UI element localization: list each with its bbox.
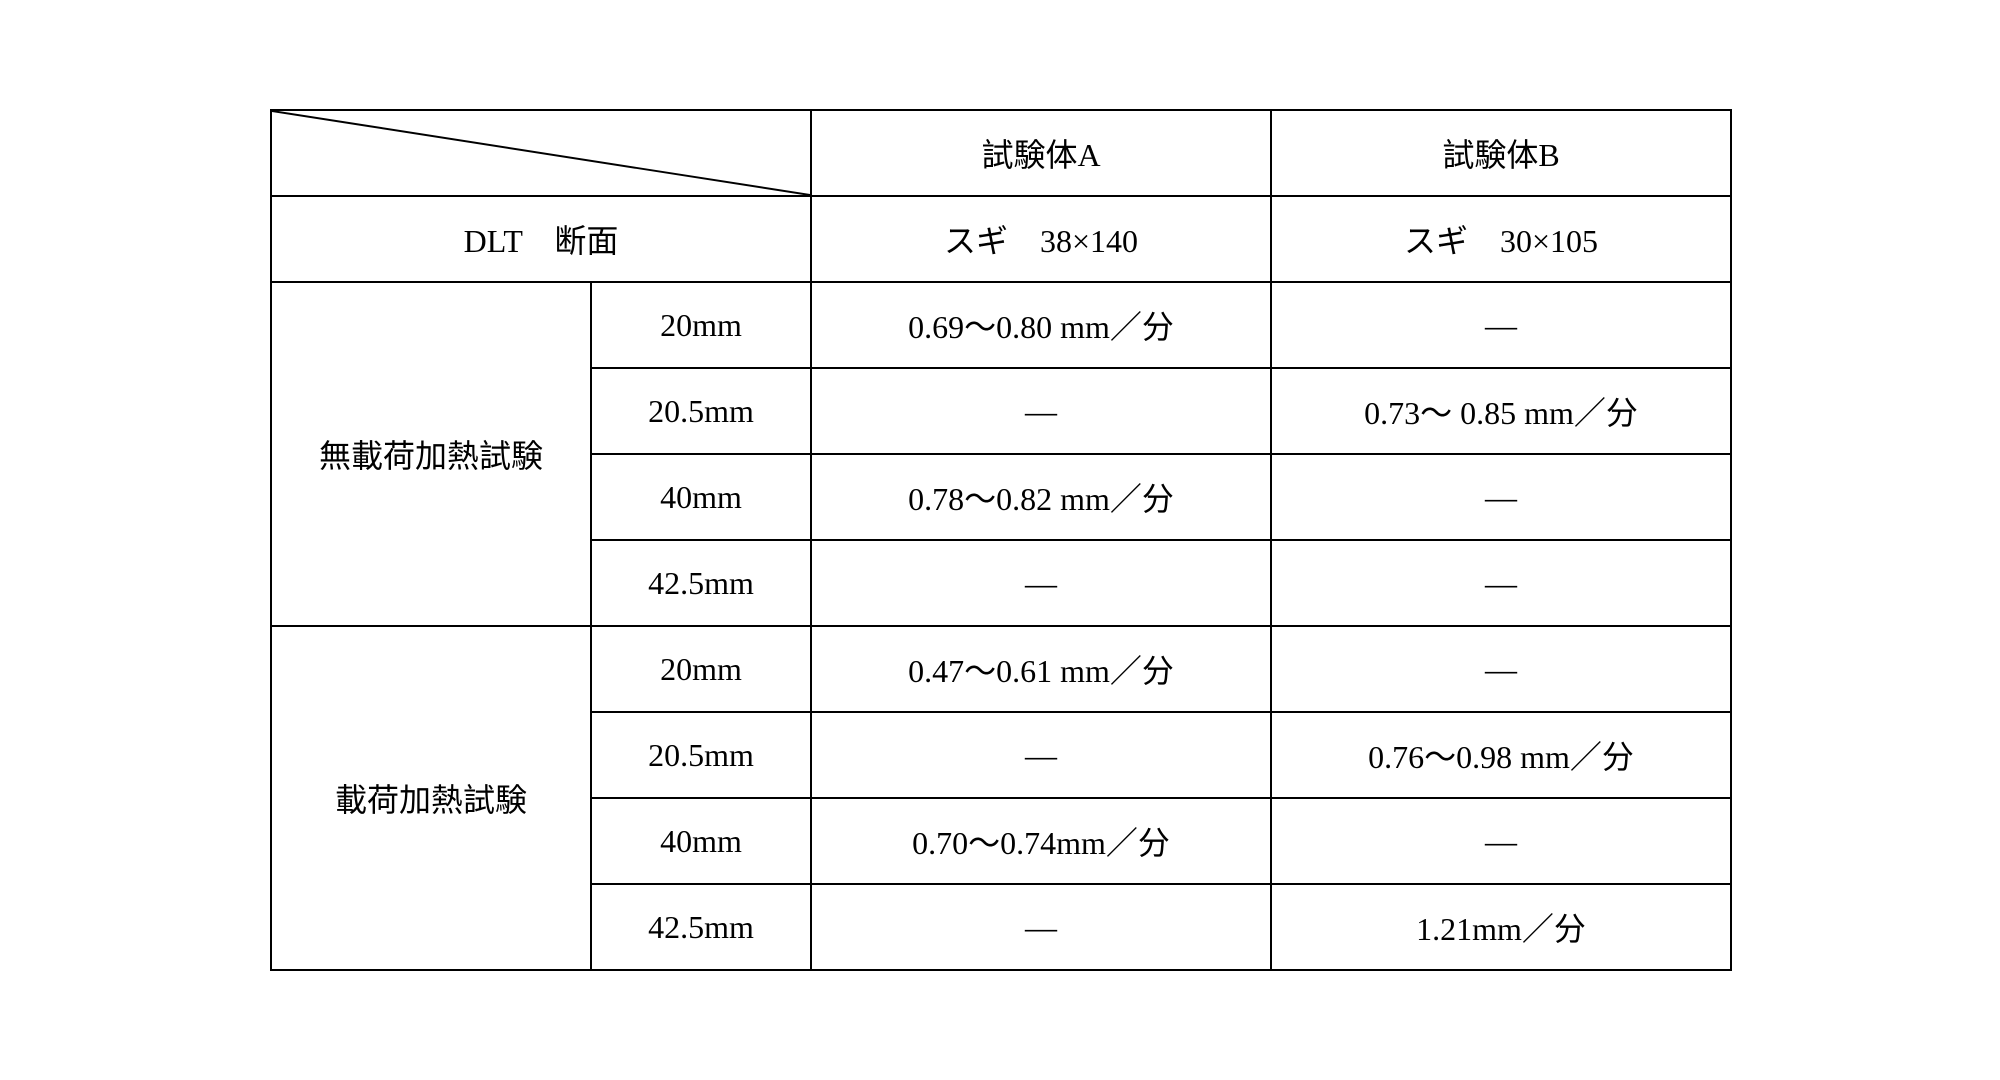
value-b-cell: ― bbox=[1271, 626, 1731, 712]
value-a-cell: 0.69～0.80 mm／分 bbox=[811, 282, 1271, 368]
value-a-cell: ― bbox=[811, 712, 1271, 798]
value-b-cell: ― bbox=[1271, 798, 1731, 884]
value-b-cell: ― bbox=[1271, 454, 1731, 540]
depth-cell: 40mm bbox=[591, 454, 811, 540]
depth-cell: 40mm bbox=[591, 798, 811, 884]
header-row: 試験体A 試験体B bbox=[271, 110, 1731, 196]
dlt-value-b: スギ 30×105 bbox=[1271, 196, 1731, 282]
value-b-cell: 0.73～ 0.85 mm／分 bbox=[1271, 368, 1731, 454]
group-label-loaded: 載荷加熱試験 bbox=[271, 626, 591, 970]
dlt-row: DLT 断面 スギ 38×140 スギ 30×105 bbox=[271, 196, 1731, 282]
value-a-cell: ― bbox=[811, 884, 1271, 970]
depth-cell: 42.5mm bbox=[591, 884, 811, 970]
depth-cell: 20.5mm bbox=[591, 368, 811, 454]
value-a-cell: 0.70～0.74mm／分 bbox=[811, 798, 1271, 884]
data-table-container: 試験体A 試験体B DLT 断面 スギ 38×140 スギ 30×105 無載荷… bbox=[270, 109, 1730, 971]
column-header-a: 試験体A bbox=[811, 110, 1271, 196]
depth-cell: 20mm bbox=[591, 626, 811, 712]
diagonal-header-cell bbox=[271, 110, 811, 196]
diagonal-line-icon bbox=[272, 111, 810, 195]
value-a-cell: 0.47～0.61 mm／分 bbox=[811, 626, 1271, 712]
depth-cell: 20mm bbox=[591, 282, 811, 368]
value-a-cell: ― bbox=[811, 540, 1271, 626]
group-label-unloaded: 無載荷加熱試験 bbox=[271, 282, 591, 626]
value-a-cell: 0.78～0.82 mm／分 bbox=[811, 454, 1271, 540]
value-b-cell: ― bbox=[1271, 282, 1731, 368]
value-b-cell: 0.76～0.98 mm／分 bbox=[1271, 712, 1731, 798]
table-row: 載荷加熱試験 20mm 0.47～0.61 mm／分 ― bbox=[271, 626, 1731, 712]
table-row: 無載荷加熱試験 20mm 0.69～0.80 mm／分 ― bbox=[271, 282, 1731, 368]
value-b-cell: ― bbox=[1271, 540, 1731, 626]
column-header-b: 試験体B bbox=[1271, 110, 1731, 196]
dlt-label: DLT 断面 bbox=[271, 196, 811, 282]
value-a-cell: ― bbox=[811, 368, 1271, 454]
value-b-cell: 1.21mm／分 bbox=[1271, 884, 1731, 970]
dlt-value-a: スギ 38×140 bbox=[811, 196, 1271, 282]
data-table: 試験体A 試験体B DLT 断面 スギ 38×140 スギ 30×105 無載荷… bbox=[270, 109, 1732, 971]
depth-cell: 42.5mm bbox=[591, 540, 811, 626]
depth-cell: 20.5mm bbox=[591, 712, 811, 798]
